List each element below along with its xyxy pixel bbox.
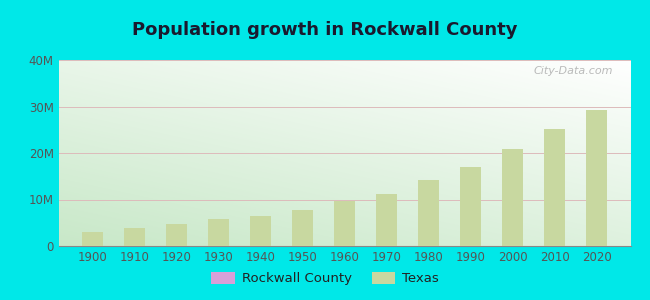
Bar xyxy=(250,216,271,246)
Bar xyxy=(586,110,607,246)
Bar xyxy=(208,219,229,246)
Bar xyxy=(544,129,566,246)
Bar xyxy=(124,228,145,246)
Bar xyxy=(292,210,313,246)
Legend: Rockwall County, Texas: Rockwall County, Texas xyxy=(206,266,444,290)
Bar xyxy=(82,232,103,246)
Bar xyxy=(334,202,355,246)
Bar xyxy=(592,245,602,246)
Text: Population growth in Rockwall County: Population growth in Rockwall County xyxy=(132,21,518,39)
Bar xyxy=(460,167,481,246)
Bar xyxy=(376,194,397,246)
Bar xyxy=(418,180,439,246)
Bar xyxy=(502,149,523,246)
Text: City-Data.com: City-Data.com xyxy=(534,66,614,76)
Bar xyxy=(166,224,187,246)
